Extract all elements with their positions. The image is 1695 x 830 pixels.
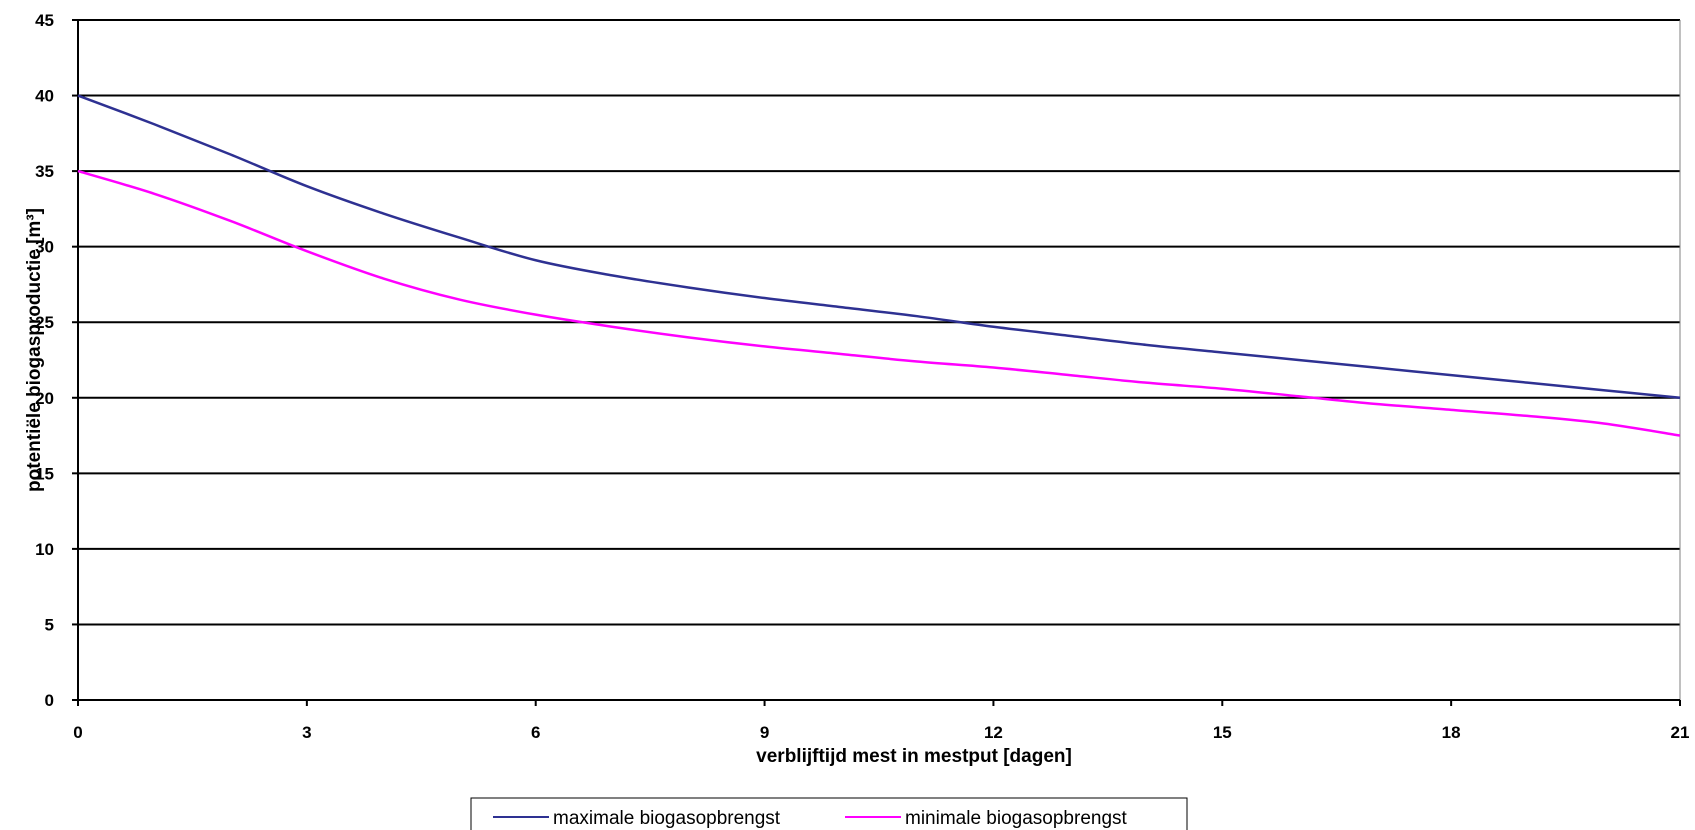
x-tick-label: 15 — [1213, 723, 1232, 742]
y-tick-label: 35 — [35, 162, 54, 181]
grid-lines — [78, 19, 1681, 700]
x-tick-label: 18 — [1442, 723, 1461, 742]
legend: maximale biogasopbrengst minimale biogas… — [470, 797, 1188, 830]
y-tick-label: 25 — [35, 313, 54, 332]
y-tick-labels: 0 5 10 15 20 25 30 35 40 45 — [35, 11, 78, 710]
x-axis-title: verblijftijd mest in mestput [dagen] — [756, 746, 1072, 767]
legend-label-maximale: maximale biogasopbrengst — [553, 808, 781, 829]
legend-label-minimale: minimale biogasopbrengst — [905, 808, 1128, 829]
y-tick-label: 40 — [35, 87, 54, 106]
x-tick-label: 3 — [302, 723, 311, 742]
legend-box — [470, 797, 1188, 830]
x-tick-label: 21 — [1671, 723, 1690, 742]
y-tick-label: 45 — [35, 11, 54, 30]
x-tick-label: 12 — [984, 723, 1003, 742]
series-line-maximale — [77, 94, 1681, 400]
y-axis-title: potentiële biogasproductie [m³] — [24, 208, 45, 492]
x-tick-label: 0 — [73, 723, 82, 742]
y-tick-label: 10 — [35, 540, 54, 559]
y-tick-label: 0 — [45, 691, 54, 710]
x-tick-label: 6 — [531, 723, 540, 742]
series-line-minimale — [77, 169, 1681, 437]
series-lines — [77, 94, 1681, 437]
x-tick-labels: 0 3 6 9 12 15 18 21 — [73, 700, 1689, 742]
y-tick-label: 30 — [35, 238, 54, 257]
y-tick-label: 5 — [45, 615, 54, 634]
x-tick-label: 9 — [760, 723, 769, 742]
y-tick-label: 15 — [35, 464, 54, 483]
y-tick-label: 20 — [35, 389, 54, 408]
